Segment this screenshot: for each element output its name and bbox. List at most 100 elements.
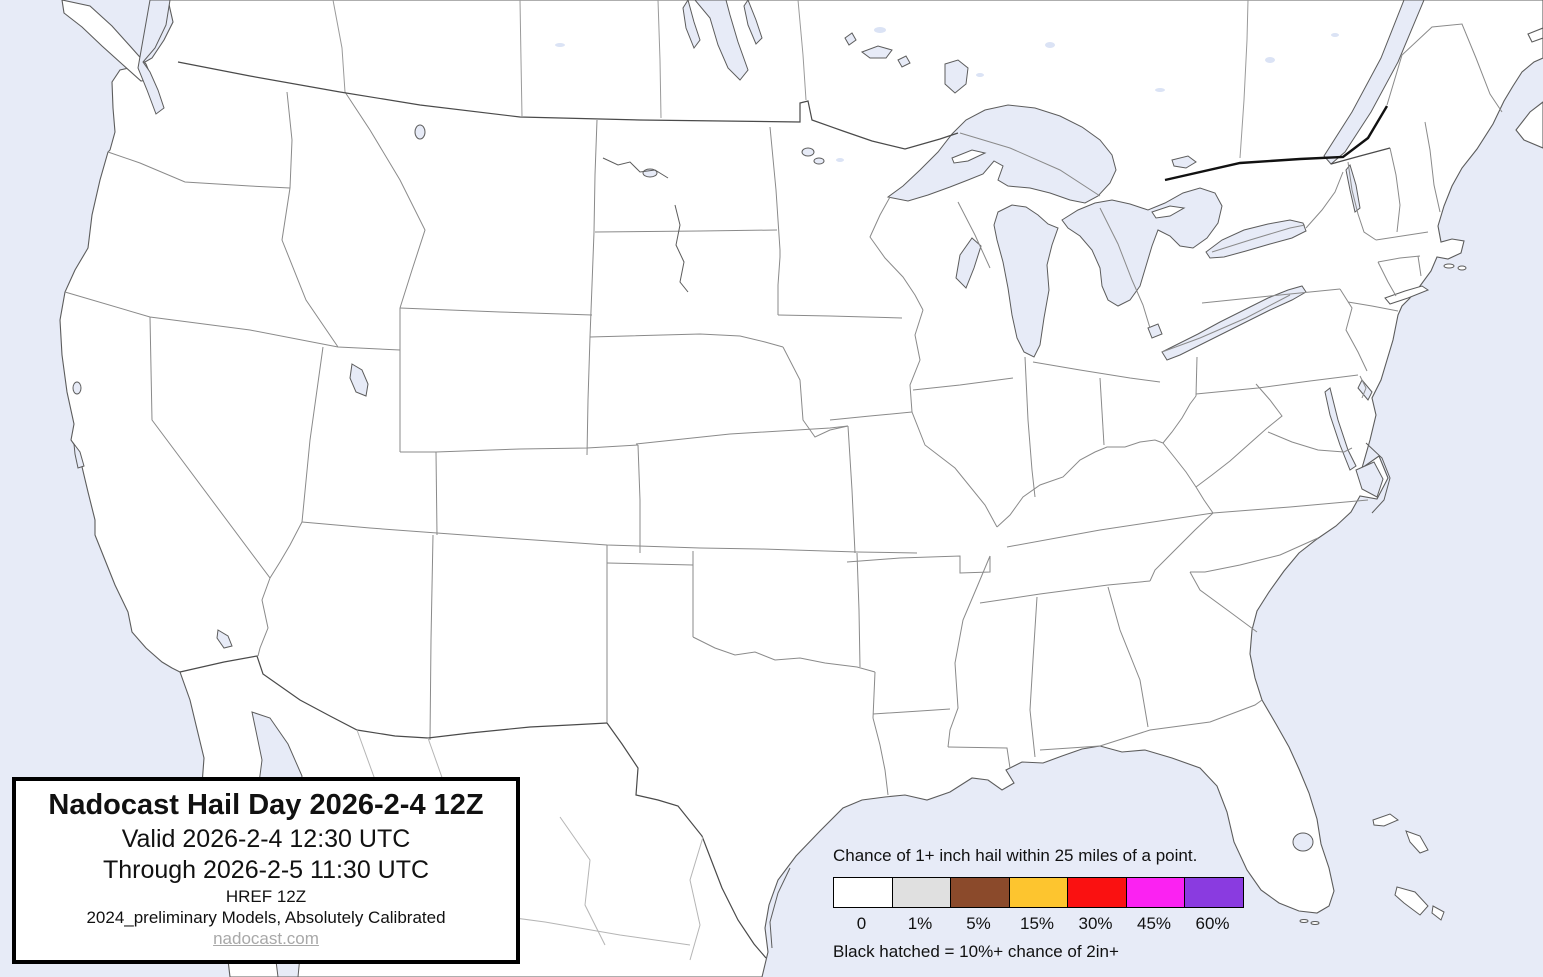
border-al-fl-ga-fl (1039, 699, 1263, 751)
border-ut-co (435, 451, 438, 536)
border-ga-sc (1189, 571, 1258, 633)
border-tx-ok-n (606, 562, 694, 566)
border-ar-la (872, 708, 951, 715)
legend-label-60: 60% (1195, 914, 1230, 933)
border-ar-tx (872, 671, 876, 719)
border-mo-ar (846, 555, 991, 574)
legend-swatch-0 (833, 877, 893, 908)
padre-island (769, 867, 791, 949)
border-ky-wv (1162, 442, 1197, 488)
lake-superior (886, 104, 1117, 204)
lake-tahoe (72, 381, 82, 395)
border-nd-sd (594, 229, 778, 233)
san-francisco-bay (73, 442, 85, 469)
outer-banks (1365, 442, 1391, 514)
border-co-ks (637, 444, 641, 553)
bahamas-andros (1394, 886, 1429, 916)
border-41n (400, 444, 639, 453)
border-mn-nd-red-river (769, 126, 781, 257)
legend-color-bar (833, 877, 1263, 908)
border-sk-mb (657, 0, 662, 119)
lake-ontario (1205, 219, 1307, 259)
border-la-ms-31n (947, 746, 1011, 769)
border-wi-il (912, 377, 1014, 391)
border-il-in (1024, 356, 1036, 498)
speckles (555, 27, 1339, 162)
legend-label-5: 5% (966, 914, 991, 933)
border-nc-sc (1190, 537, 1319, 573)
border-bc-ab (332, 0, 346, 93)
legend-swatch-45 (1125, 877, 1186, 908)
lake-nipissing (1171, 155, 1197, 169)
border-ny-ct (1377, 261, 1397, 297)
border-ny-nj (1347, 301, 1399, 312)
border-me-qc-nb (1386, 23, 1503, 113)
salton-sea (216, 629, 233, 649)
probability-legend: Chance of 1+ inch hail within 25 miles o… (833, 846, 1263, 962)
border-vt-nh (1389, 147, 1401, 233)
border-on-qc (1239, 0, 1249, 159)
border-us-canada-49n (177, 61, 959, 150)
national-borders (177, 23, 1503, 959)
border-az-nm (429, 534, 434, 741)
border-mo-ks-e (847, 425, 856, 554)
legend-label-45: 45% (1136, 914, 1172, 933)
border-ok-ar (856, 552, 861, 668)
border-mn-wi (869, 196, 924, 311)
lake-oahe (674, 204, 689, 293)
border-oh-wv-river (1162, 395, 1197, 444)
legend-labels: 0 1% 5% 15% 30% 45% 60% (833, 914, 1263, 934)
border-tn-nc (1149, 512, 1214, 582)
legend-hatch-note: Black hatched = 10%+ chance of 2in+ (833, 942, 1119, 961)
chesapeake-bay (1324, 387, 1357, 471)
border-42n (64, 291, 401, 351)
border-va-md-potomac (1267, 431, 1353, 453)
north-america-mainland (59, 0, 1543, 977)
border-nv-ut (301, 346, 324, 523)
small-lakes (72, 0, 1314, 852)
isle-royale (951, 149, 987, 164)
border-ct-ri (1417, 255, 1422, 277)
border-ma-s (1377, 255, 1421, 263)
manitoulin-island (1151, 205, 1186, 219)
lake-manitoba (743, 0, 763, 45)
leech-lake (813, 157, 825, 165)
puget-sound-strait (137, 0, 171, 115)
legend-label-30: 30% (1078, 914, 1113, 933)
marthas-vineyard (1443, 263, 1455, 269)
border-ny-vt (1347, 161, 1377, 241)
border-mi-in-oh (1032, 361, 1161, 383)
legend-title: Chance of 1+ inch hail within 25 miles o… (833, 846, 1198, 865)
florida-keys-1 (1299, 919, 1309, 923)
prince-edward-island (1527, 27, 1543, 43)
legend-swatch-30 (1067, 877, 1127, 908)
border-mo-ia (829, 411, 913, 421)
border-mb-on (797, 0, 807, 101)
border-or-id (281, 187, 339, 348)
lake-sakakawea (602, 157, 669, 179)
forecast-title: Nadocast Hail Day 2026-2-4 12Z (48, 789, 484, 821)
border-delaware-river (1339, 288, 1368, 372)
green-bay (955, 237, 982, 289)
bahamas-grand-bahama (1372, 813, 1399, 827)
nadocast-link[interactable]: nadocast.com (213, 929, 319, 948)
lake-nipigon (944, 59, 969, 94)
legend-swatch-15 (1008, 877, 1069, 908)
legend-label-0: 0 (856, 914, 867, 933)
pamlico-sound (1355, 461, 1384, 498)
border-tn-ms-al (979, 580, 1151, 604)
border-mason-dixon (1195, 374, 1359, 395)
nova-scotia (1515, 101, 1543, 149)
bahamas-eleuthera (1431, 905, 1445, 921)
legend-swatch-1 (891, 877, 952, 908)
border-wa-or (107, 151, 291, 189)
border-mn-sd (777, 256, 781, 315)
border-rio-grande (606, 722, 767, 959)
border-sd-ne (589, 333, 784, 348)
border-nh-me (1424, 121, 1441, 213)
border-ab-sk (519, 0, 523, 118)
bahamas-abaco (1405, 830, 1429, 854)
long-island (1384, 285, 1430, 305)
lake-okeechobee (1292, 832, 1314, 852)
